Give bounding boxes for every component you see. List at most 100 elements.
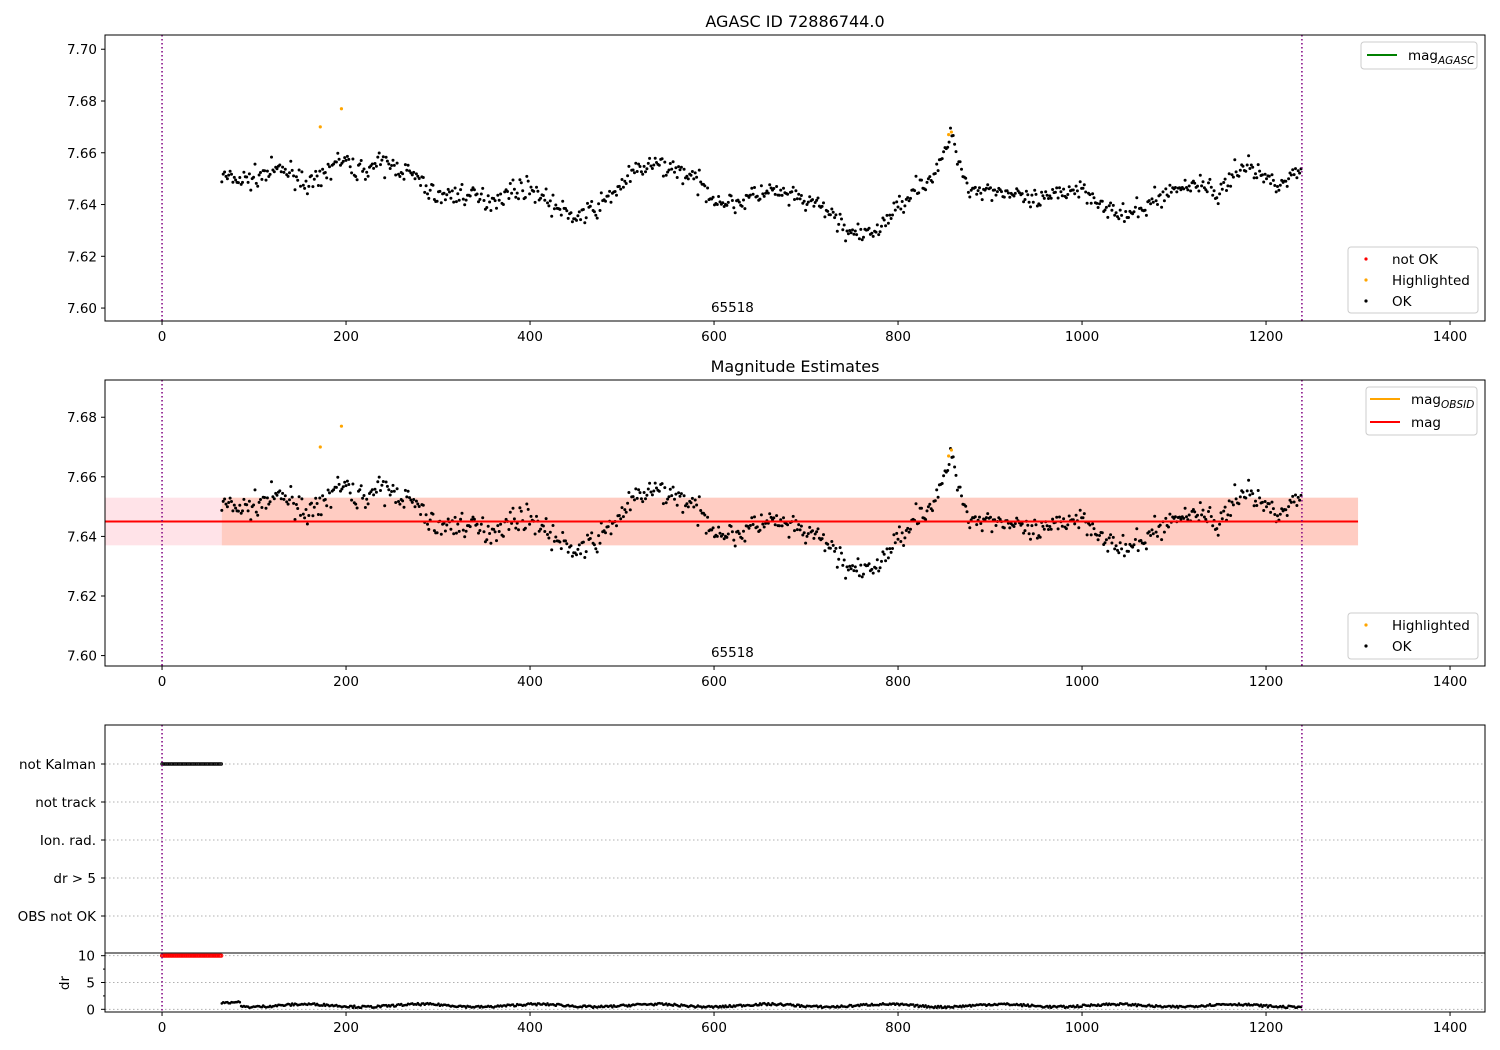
ok-point <box>278 489 282 493</box>
ok-point <box>644 497 647 501</box>
ok-point <box>874 230 878 234</box>
ok-point <box>1122 554 1126 558</box>
ok-point <box>667 495 671 499</box>
ok-point <box>627 164 631 168</box>
ok-point <box>1215 196 1219 200</box>
ok-point <box>1263 172 1267 176</box>
ok-point <box>385 159 389 163</box>
ok-point <box>664 501 668 505</box>
ok-point <box>1055 186 1059 190</box>
ok-point <box>1006 191 1010 195</box>
ok-point <box>1251 492 1255 496</box>
ok-point <box>486 524 490 528</box>
ok-point <box>1183 178 1187 182</box>
ok-point <box>564 539 567 543</box>
ok-point <box>633 498 636 502</box>
ok-point <box>1191 508 1195 511</box>
ok-point <box>1251 165 1255 169</box>
ok-point <box>223 170 227 174</box>
ok-point <box>383 176 387 180</box>
ok-point <box>1149 202 1153 206</box>
ok-point <box>726 200 730 204</box>
ok-point <box>460 183 464 186</box>
ok-point <box>801 533 805 537</box>
ok-point <box>1100 531 1104 535</box>
ok-point <box>816 196 820 200</box>
ok-point <box>279 497 283 501</box>
ok-point <box>421 176 425 179</box>
ok-point <box>1227 499 1231 503</box>
ok-point <box>1113 213 1117 217</box>
ok-point <box>270 480 273 484</box>
ok-point <box>452 200 456 204</box>
ok-point <box>1182 516 1186 520</box>
ok-point <box>1078 180 1082 184</box>
ok-point <box>410 500 414 504</box>
ok-point <box>390 490 394 493</box>
ok-point <box>323 171 327 174</box>
ok-point <box>1167 194 1170 198</box>
ok-point <box>1219 511 1223 515</box>
ok-point <box>1164 516 1168 520</box>
top-panel-frame <box>104 34 1486 322</box>
ok-point <box>619 517 623 521</box>
ok-point <box>316 184 320 187</box>
ok-point <box>826 209 830 213</box>
dr-point <box>819 1004 823 1008</box>
ok-point <box>238 176 242 179</box>
y-tick-label: 7.62 <box>67 589 97 605</box>
ok-point <box>660 482 664 486</box>
ok-point <box>1252 176 1256 180</box>
dr-point <box>238 1000 242 1004</box>
ok-point <box>885 547 889 551</box>
ok-point <box>1026 523 1030 527</box>
ok-point <box>278 163 282 167</box>
x-tick-label: 1000 <box>1065 674 1099 690</box>
ok-point <box>1029 537 1032 541</box>
ok-point <box>1020 522 1024 526</box>
ok-point <box>427 527 431 531</box>
ok-point <box>685 502 689 506</box>
ok-point <box>329 177 333 181</box>
ok-point <box>508 510 512 514</box>
highlighted-point <box>339 424 344 428</box>
ok-point <box>787 203 791 207</box>
x-tick-label: 400 <box>517 329 543 345</box>
ok-point <box>840 217 843 221</box>
ok-point <box>1196 184 1199 188</box>
ok-point <box>1265 177 1268 181</box>
ok-point <box>1058 186 1061 190</box>
ok-point <box>1049 527 1053 531</box>
ok-point <box>1168 512 1172 516</box>
ok-point <box>627 491 631 494</box>
ok-point <box>1051 188 1055 191</box>
ok-point <box>296 178 300 182</box>
y-tick-label: 7.60 <box>67 301 97 317</box>
ok-point <box>1164 187 1168 191</box>
ok-point <box>427 196 431 200</box>
ok-point <box>1031 532 1035 536</box>
ok-point <box>599 191 603 195</box>
dr-point <box>514 1004 518 1008</box>
x-tick-label: 800 <box>885 1020 911 1036</box>
ok-point <box>1289 173 1293 177</box>
ok-point <box>782 186 785 190</box>
ok-point <box>416 174 420 178</box>
ok-point <box>1273 513 1277 516</box>
ok-point <box>583 221 587 225</box>
ok-point <box>725 535 729 539</box>
ok-point <box>268 172 272 176</box>
ok-point <box>413 505 417 509</box>
ok-point <box>575 553 578 557</box>
ok-point <box>1158 193 1162 197</box>
ok-point <box>1200 513 1204 517</box>
ok-point <box>525 502 529 506</box>
ok-point <box>786 192 790 196</box>
ok-point <box>354 175 358 178</box>
ok-point <box>406 163 410 167</box>
ok-point <box>488 532 492 535</box>
ok-point <box>336 475 340 479</box>
ok-point <box>755 194 759 198</box>
ok-point <box>875 223 879 227</box>
ok-point <box>655 486 658 490</box>
